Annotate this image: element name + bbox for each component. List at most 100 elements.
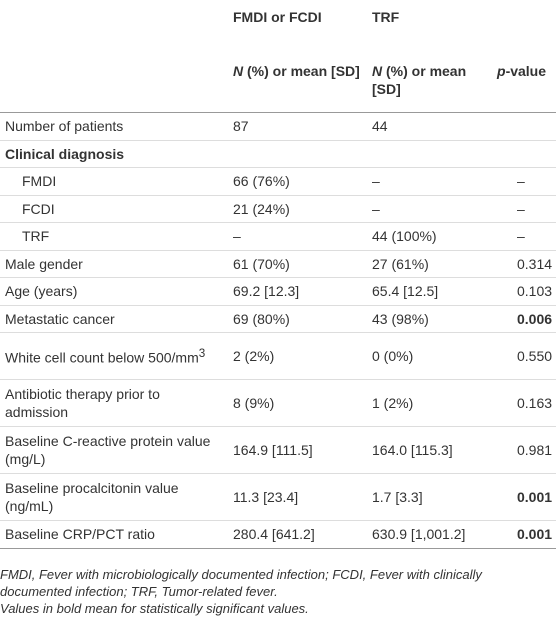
- cell: –: [495, 222, 556, 251]
- cell: 0.981: [495, 426, 556, 474]
- row-label: Number of patients: [0, 112, 225, 141]
- cell: [495, 112, 556, 141]
- cell: 44 (100%): [362, 222, 495, 251]
- cell: 44: [362, 112, 495, 141]
- cell-text: 65.4 [12.5]: [372, 283, 439, 300]
- label-text: FMDI: [22, 173, 57, 190]
- table-row: Baseline procalcitonin value (ng/mL) 11.3…: [0, 473, 556, 521]
- group-heading: TRF: [372, 9, 400, 25]
- cell-text: 0.103: [517, 283, 553, 300]
- table-body: Number of patients 87 44 Clinical diagnosis…: [0, 112, 556, 549]
- cell-text: 66 (76%): [233, 173, 290, 190]
- cell: 0.163: [495, 379, 556, 427]
- cell-text: 21 (24%): [233, 200, 290, 217]
- footnote: FMDI, Fever with microbiologically docum…: [0, 567, 482, 599]
- cell: –: [225, 222, 362, 251]
- header-cell: [0, 58, 225, 113]
- table-row: Number of patients 87 44: [0, 112, 556, 141]
- cell: –: [362, 167, 495, 196]
- cell: 1.7 [3.3]: [362, 473, 495, 521]
- cell-text: 0 (0%): [372, 348, 414, 364]
- cell: 69 (80%): [225, 305, 362, 333]
- cell-text: –: [517, 228, 525, 245]
- label-text: Antibiotic therapy prior to admission: [5, 386, 160, 420]
- row-label: FCDI: [0, 195, 225, 223]
- cell: 11.3 [23.4]: [225, 473, 362, 521]
- footnote: Values in bold mean for statistically si…: [0, 601, 309, 616]
- cell-text: 0.006: [517, 310, 553, 327]
- cell: 1 (2%): [362, 379, 495, 427]
- cell: 8 (9%): [225, 379, 362, 427]
- cell: –: [495, 167, 556, 196]
- cell-text: 69 (80%): [233, 310, 290, 327]
- cell-text: 44: [372, 118, 388, 135]
- header-text: (%) or mean [SD]: [243, 63, 360, 79]
- table-header: FMDI or FCDI TRF N (%) or mean [SD] N (%) …: [0, 0, 556, 113]
- cell-text: –: [372, 200, 380, 217]
- cell-text: 1.7 [3.3]: [372, 489, 423, 505]
- cell-text: 11.3 [23.4]: [233, 489, 299, 505]
- label-text: White cell count below 500/mm: [5, 349, 199, 366]
- cell-text: 61 (70%): [233, 255, 290, 272]
- row-label: FMDI: [0, 167, 225, 196]
- cell-text: 2 (2%): [233, 348, 275, 364]
- row-label: Age (years): [0, 277, 225, 306]
- cell-text: –: [372, 173, 380, 190]
- header-cell: N (%) or mean [SD]: [225, 58, 362, 113]
- header-cell: TRF: [362, 0, 495, 58]
- label-text: Metastatic cancer: [5, 310, 115, 327]
- cell-text: 0.314: [517, 255, 553, 272]
- cell-text: 0.981: [517, 442, 553, 458]
- row-label: Baseline C-reactive protein value (mg/L): [0, 426, 225, 474]
- label-text: Baseline procalcitonin value (ng/mL): [5, 480, 179, 514]
- cell-text: 0.550: [517, 348, 553, 364]
- row-label: Antibiotic therapy prior to admission: [0, 379, 225, 427]
- cell: 43 (98%): [362, 305, 495, 333]
- group-heading: FMDI or FCDI: [233, 9, 322, 25]
- cell: –: [495, 195, 556, 223]
- cell: 164.9 [111.5]: [225, 426, 362, 474]
- label-text: Male gender: [5, 255, 83, 272]
- table-row: TRF – 44 (100%) –: [0, 222, 556, 251]
- cell: 0 (0%): [362, 332, 495, 380]
- cell-text: 0.163: [517, 395, 553, 411]
- cell: 61 (70%): [225, 250, 362, 278]
- table-row: Baseline CRP/PCT ratio 280.4 [641.2] 630.9…: [0, 520, 556, 549]
- header-cell: [0, 0, 225, 58]
- cell: 280.4 [641.2]: [225, 520, 362, 549]
- cell: 66 (76%): [225, 167, 362, 196]
- cell-text: –: [517, 173, 525, 190]
- cell: 27 (61%): [362, 250, 495, 278]
- cell-text: 1 (2%): [372, 395, 414, 411]
- header-text: -value: [505, 63, 547, 79]
- table-row: White cell count below 500/mm3 2 (2%) 0 (0…: [0, 332, 556, 380]
- cell: 0.550: [495, 332, 556, 380]
- label-text: Baseline C-reactive protein value (mg/L): [5, 433, 211, 467]
- table-row: Clinical diagnosis: [0, 140, 556, 168]
- row-label: White cell count below 500/mm3: [0, 332, 225, 380]
- cell: –: [362, 195, 495, 223]
- table-row: Metastatic cancer 69 (80%) 43 (98%) 0.006: [0, 305, 556, 333]
- header-italic: N: [372, 63, 383, 79]
- header-italic: N: [233, 63, 244, 79]
- row-label: Metastatic cancer: [0, 305, 225, 333]
- table-row: Age (years) 69.2 [12.3] 65.4 [12.5] 0.103: [0, 277, 556, 306]
- cell: 87: [225, 112, 362, 141]
- header-cell: p-value: [495, 58, 556, 113]
- header-text: (%) or mean [SD]: [372, 63, 467, 97]
- cell-text: –: [517, 200, 525, 217]
- data-table: FMDI or FCDI TRF N (%) or mean [SD] N (%) …: [0, 0, 556, 549]
- cell: 21 (24%): [225, 195, 362, 223]
- cell-text: 69.2 [12.3]: [233, 283, 300, 300]
- table-row: Baseline C-reactive protein value (mg/L)…: [0, 426, 556, 474]
- cell: 630.9 [1,001.2]: [362, 520, 495, 549]
- cell-text: 43 (98%): [372, 310, 429, 327]
- cell-text: 27 (61%): [372, 255, 429, 272]
- cell: 69.2 [12.3]: [225, 277, 362, 306]
- cell: 65.4 [12.5]: [362, 277, 495, 306]
- cell: [362, 140, 495, 168]
- label-text: FCDI: [22, 200, 55, 217]
- header-cell: FMDI or FCDI: [225, 0, 362, 58]
- label-sup: 3: [198, 347, 206, 361]
